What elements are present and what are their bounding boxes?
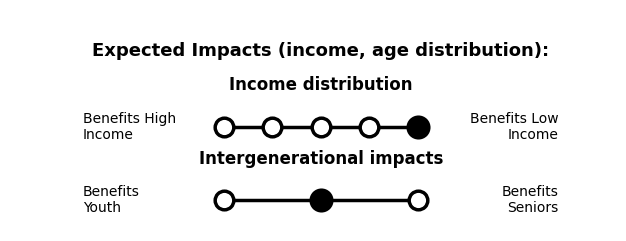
Point <box>413 125 423 129</box>
Point <box>316 198 326 201</box>
Point <box>364 125 374 129</box>
Text: Expected Impacts (income, age distribution):: Expected Impacts (income, age distributi… <box>92 42 550 60</box>
Point <box>316 125 326 129</box>
Text: Benefits Low
Income: Benefits Low Income <box>470 112 558 142</box>
Point <box>219 125 229 129</box>
Point <box>219 198 229 201</box>
Text: Income distribution: Income distribution <box>229 76 413 94</box>
Point <box>267 125 277 129</box>
Text: Intergenerational impacts: Intergenerational impacts <box>198 150 443 168</box>
Text: Benefits
Youth: Benefits Youth <box>83 185 140 215</box>
Point <box>413 198 423 201</box>
Text: Benefits
Seniors: Benefits Seniors <box>501 185 558 215</box>
Text: Benefits High
Income: Benefits High Income <box>83 112 177 142</box>
